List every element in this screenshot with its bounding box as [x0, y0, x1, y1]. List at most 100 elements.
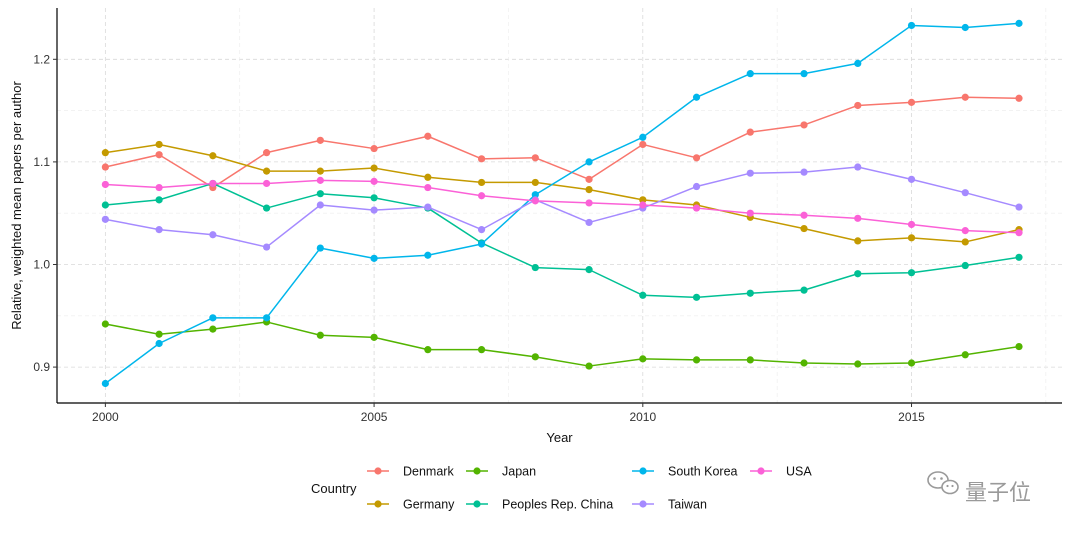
- data-point: [477, 240, 486, 248]
- data-point: [746, 209, 754, 217]
- data-point: [370, 333, 378, 341]
- data-point: [424, 132, 432, 140]
- data-point: [155, 140, 163, 149]
- data-point: [585, 218, 593, 227]
- data-point: [854, 59, 862, 68]
- data-point: [639, 133, 647, 141]
- data-point: [155, 196, 163, 204]
- wechat-icon: [927, 471, 959, 495]
- x-tick-label: 2010: [629, 410, 656, 424]
- data-point: [477, 346, 486, 354]
- data-point: [961, 227, 969, 235]
- y-tick-label: 1.0: [33, 257, 50, 271]
- data-point: [477, 178, 486, 187]
- data-point: [101, 201, 109, 209]
- data-point: [639, 196, 647, 204]
- data-point: [477, 226, 486, 234]
- data-point: [1015, 94, 1023, 102]
- data-point: [1015, 342, 1023, 351]
- data-point: [907, 269, 916, 277]
- data-point: [209, 314, 217, 322]
- series-south-korea: [101, 19, 1023, 388]
- legend-key-point: [374, 467, 382, 475]
- legend: Country Denmark Germany Japan Peoples Rep. …: [311, 465, 812, 512]
- y-tick-label: 0.9: [33, 360, 50, 374]
- data-point: [424, 173, 432, 181]
- series-line: [104, 22, 1020, 385]
- data-point: [692, 154, 701, 162]
- x-axis-title: Year: [546, 430, 573, 445]
- legend-label: Peoples Rep. China: [502, 498, 613, 512]
- data-point: [101, 215, 109, 223]
- data-point: [531, 263, 539, 272]
- data-point: [262, 179, 271, 188]
- grid: [57, 8, 1062, 403]
- data-point: [316, 136, 324, 144]
- data-point: [585, 199, 593, 207]
- y-tick-label: 1.1: [33, 155, 50, 169]
- data-point: [316, 331, 324, 339]
- data-point: [101, 149, 109, 157]
- data-point: [155, 330, 163, 338]
- data-point: [907, 21, 916, 30]
- data-point: [907, 175, 916, 183]
- data-point: [155, 226, 163, 234]
- data-point: [800, 286, 808, 294]
- data-point: [316, 176, 324, 184]
- data-point: [477, 192, 486, 200]
- data-point: [531, 197, 539, 205]
- watermark-text: 量子位: [965, 481, 1031, 506]
- data-point: [262, 204, 271, 212]
- data-point: [961, 238, 969, 246]
- series-line: [105, 179, 1020, 234]
- data-point: [101, 320, 109, 328]
- data-point: [639, 140, 647, 149]
- data-point: [155, 151, 163, 159]
- data-point: [424, 251, 432, 259]
- data-point: [262, 243, 271, 251]
- legend-title: Country: [311, 481, 357, 496]
- data-point: [961, 93, 969, 101]
- data-point: [854, 101, 862, 110]
- legend-item: Germany: [367, 498, 455, 512]
- data-point: [746, 289, 754, 297]
- data-point: [531, 178, 539, 187]
- legend-item: Japan: [466, 465, 536, 479]
- data-point: [531, 191, 539, 199]
- legend-label: USA: [786, 465, 812, 479]
- data-point: [854, 237, 862, 245]
- data-point: [692, 356, 701, 364]
- data-point: [316, 201, 324, 209]
- data-point: [316, 244, 324, 252]
- data-point: [531, 353, 539, 361]
- data-point: [961, 189, 969, 197]
- data-point: [854, 360, 862, 368]
- data-point: [1015, 19, 1023, 27]
- data-point: [370, 144, 378, 153]
- legend-label: South Korea: [668, 465, 738, 479]
- data-point: [477, 155, 486, 163]
- x-tick-label: 2000: [92, 410, 119, 424]
- legend-key-point: [757, 467, 765, 475]
- data-point: [746, 356, 754, 364]
- data-point: [800, 359, 808, 367]
- data-point: [424, 203, 432, 211]
- series-line: [105, 96, 1020, 189]
- legend-key-point: [473, 500, 481, 508]
- data-point: [585, 158, 593, 166]
- legend-label: Taiwan: [668, 498, 707, 512]
- data-point: [800, 211, 808, 219]
- data-point: [692, 293, 701, 301]
- legend-item: Denmark: [367, 465, 454, 479]
- data-point: [585, 185, 593, 194]
- y-tick-label: 1.2: [33, 52, 50, 66]
- legend-label: Japan: [502, 465, 536, 479]
- data-point: [800, 121, 808, 129]
- data-point: [961, 351, 969, 359]
- series-line: [105, 143, 1020, 243]
- data-point: [316, 190, 324, 198]
- data-point: [746, 70, 754, 78]
- series-line: [105, 166, 1020, 248]
- series-japan: [101, 318, 1023, 370]
